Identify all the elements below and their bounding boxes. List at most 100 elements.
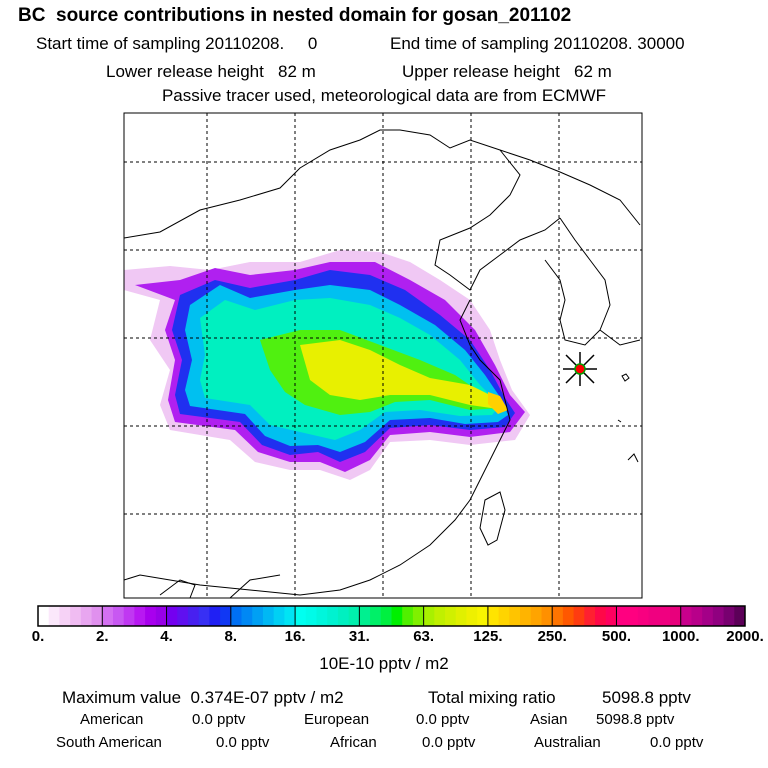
max-value: Maximum value 0.374E-07 pptv / m2 <box>62 688 344 707</box>
colorbar-swatch <box>102 606 114 626</box>
colorbar-swatch <box>445 606 457 626</box>
colorbar-swatch <box>123 606 135 626</box>
colorbar-swatch <box>112 606 125 626</box>
colorbar-swatch <box>659 606 671 626</box>
colorbar-swatch <box>691 606 703 626</box>
colorbar-swatch <box>348 606 360 626</box>
colorbar-swatch <box>198 606 210 626</box>
region-value: 0.0 pptv <box>650 734 704 751</box>
colorbar-swatch <box>541 606 553 626</box>
colorbar-swatch <box>487 606 500 626</box>
colorbar-swatch <box>91 606 103 626</box>
colorbar <box>37 605 746 627</box>
colorbar-swatch <box>734 606 746 626</box>
colorbar-swatch <box>262 606 275 626</box>
colorbar-swatch <box>616 606 628 626</box>
colorbar-swatch <box>70 606 82 626</box>
colorbar-tick-label: 2000. <box>726 628 764 645</box>
colorbar-tick-label: 31. <box>348 628 370 645</box>
colorbar-swatch <box>80 606 93 626</box>
colorbar-swatch <box>284 606 296 626</box>
colorbar-tick-label: 8. <box>224 628 238 645</box>
colorbar-swatch <box>370 606 382 626</box>
colorbar-swatch <box>402 606 414 626</box>
colorbar-swatch <box>166 606 178 626</box>
colorbar-swatch <box>595 606 607 626</box>
lat-lon-grid <box>124 113 642 598</box>
colorbar-swatch <box>305 606 318 626</box>
colorbar-tick-label: 500. <box>601 628 632 645</box>
region-name: Australian <box>534 734 601 751</box>
colorbar-swatch <box>412 606 425 626</box>
colorbar-swatch <box>359 606 371 626</box>
colorbar-swatch <box>391 606 403 626</box>
colorbar-swatch <box>59 606 71 626</box>
colorbar-tick-label: 16. <box>284 628 306 645</box>
colorbar-swatch <box>134 606 146 626</box>
colorbar-swatch <box>220 606 232 626</box>
total-label: Total mixing ratio <box>428 688 556 707</box>
colorbar-swatch <box>530 606 542 626</box>
colorbar-swatch <box>380 606 392 626</box>
colorbar-swatch <box>241 606 253 626</box>
plume-level-63-125 <box>300 340 505 410</box>
colorbar-swatch <box>573 606 585 626</box>
lower-release: Lower release height 82 m <box>106 62 316 81</box>
end-time: End time of sampling 20110208. 30000 <box>390 34 685 53</box>
colorbar-swatch <box>477 606 489 626</box>
plume-level-63-125 <box>488 392 508 414</box>
region-name: American <box>80 711 144 728</box>
colorbar-swatch <box>605 606 617 626</box>
plume-field <box>124 250 530 480</box>
colorbar-swatch <box>648 606 660 626</box>
colorbar-swatch <box>637 606 650 626</box>
colorbar-tick-label: 63. <box>413 628 435 645</box>
colorbar-tick-label: 0. <box>31 628 45 645</box>
region-name: South American <box>56 734 162 751</box>
colorbar-swatch <box>627 606 639 626</box>
region-name: African <box>330 734 377 751</box>
colorbar-swatch <box>337 606 350 626</box>
colorbar-swatch <box>327 606 339 626</box>
region-value: 5098.8 pptv <box>596 711 675 728</box>
colorbar-frame <box>37 605 746 627</box>
colorbar-swatch <box>423 606 435 626</box>
colorbar-tick-label: 125. <box>473 628 503 645</box>
region-value: 0.0 pptv <box>422 734 476 751</box>
tracer-note: Passive tracer used, meteorological data… <box>161 86 607 105</box>
map-frame <box>123 112 643 599</box>
colorbar-swatch <box>145 606 157 626</box>
region-value: 0.0 pptv <box>416 711 470 728</box>
colorbar-swatch <box>520 606 532 626</box>
colorbar-swatch <box>466 606 478 626</box>
colorbar-swatch <box>670 606 682 626</box>
start-time: Start time of sampling 20110208. 0 <box>36 34 318 53</box>
colorbar-swatch <box>230 606 243 626</box>
colorbar-swatch <box>584 606 596 626</box>
upper-release: Upper release height 62 m <box>402 62 612 81</box>
colorbar-tick-label: 1000. <box>661 628 700 645</box>
colorbar-swatch <box>273 606 285 626</box>
receptor-marker <box>563 352 597 386</box>
colorbar-swatch <box>702 606 714 626</box>
region-name: Asian <box>530 711 568 728</box>
region-value: 0.0 pptv <box>192 711 246 728</box>
colorbar-tick-label: 2. <box>96 628 109 645</box>
colorbar-swatch <box>455 606 467 626</box>
region-name: European <box>304 711 370 728</box>
colorbar-swatch <box>177 606 189 626</box>
colorbar-swatch <box>723 606 735 626</box>
colorbar-swatch <box>316 606 328 626</box>
colorbar-swatch <box>712 606 725 626</box>
colorbar-swatch <box>38 606 50 626</box>
colorbar-swatch <box>48 606 60 626</box>
colorbar-swatch <box>552 606 564 626</box>
colorbar-swatch <box>252 606 264 626</box>
colorbar-swatch <box>680 606 692 626</box>
colorbar-swatch <box>509 606 521 626</box>
colorbar-swatch <box>155 606 168 626</box>
colorbar-swatch <box>187 606 200 626</box>
colorbar-tick-label: 250. <box>537 628 567 645</box>
